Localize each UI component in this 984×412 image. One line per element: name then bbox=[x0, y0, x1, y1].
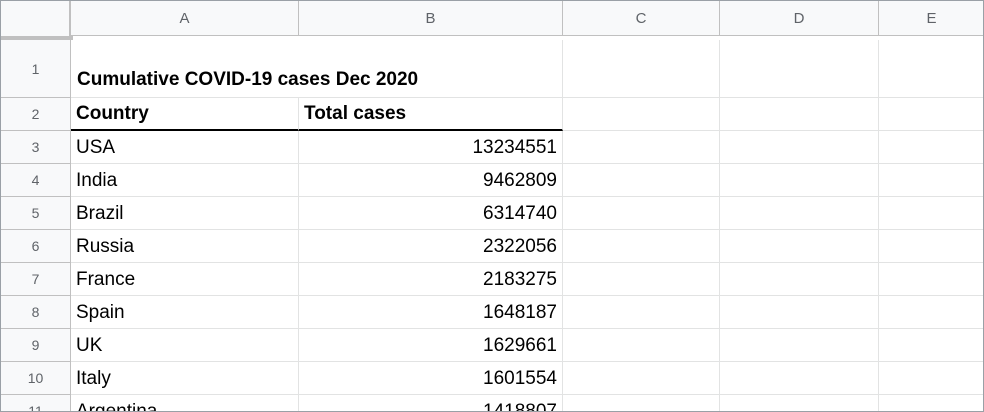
row-header-6[interactable]: 6 bbox=[1, 230, 71, 263]
empty-cell[interactable] bbox=[879, 164, 983, 197]
empty-cell[interactable] bbox=[563, 395, 720, 411]
empty-cell[interactable] bbox=[563, 131, 720, 164]
row-header-4[interactable]: 4 bbox=[1, 164, 71, 197]
select-all-corner[interactable] bbox=[1, 1, 73, 40]
cell-b2[interactable]: Total cases bbox=[299, 98, 563, 131]
table-row-country[interactable]: Russia bbox=[71, 230, 299, 263]
empty-cell[interactable] bbox=[720, 197, 879, 230]
empty-cell[interactable] bbox=[879, 263, 983, 296]
empty-cell[interactable] bbox=[879, 329, 983, 362]
column-header-d[interactable]: D bbox=[720, 1, 879, 36]
cell-d1[interactable] bbox=[720, 40, 879, 98]
empty-cell[interactable] bbox=[879, 197, 983, 230]
empty-cell[interactable] bbox=[720, 296, 879, 329]
table-row-country[interactable]: Argentina bbox=[71, 395, 299, 411]
table-row-country[interactable]: UK bbox=[71, 329, 299, 362]
table-row-total[interactable]: 1418807 bbox=[299, 395, 563, 411]
table-row-total[interactable]: 1601554 bbox=[299, 362, 563, 395]
empty-cell[interactable] bbox=[563, 263, 720, 296]
table-row-total[interactable]: 6314740 bbox=[299, 197, 563, 230]
sheet-title: Cumulative COVID-19 cases Dec 2020 bbox=[77, 69, 419, 90]
row-header-9[interactable]: 9 bbox=[1, 329, 71, 362]
cell-d2[interactable] bbox=[720, 98, 879, 131]
table-row-country[interactable]: Spain bbox=[71, 296, 299, 329]
empty-cell[interactable] bbox=[563, 296, 720, 329]
empty-cell[interactable] bbox=[720, 164, 879, 197]
row-header-10[interactable]: 10 bbox=[1, 362, 71, 395]
empty-cell[interactable] bbox=[720, 263, 879, 296]
empty-cell[interactable] bbox=[879, 296, 983, 329]
table-row-total[interactable]: 2322056 bbox=[299, 230, 563, 263]
cell-c1[interactable] bbox=[563, 40, 720, 98]
empty-cell[interactable] bbox=[879, 362, 983, 395]
table-row-total[interactable]: 1648187 bbox=[299, 296, 563, 329]
row-header-5[interactable]: 5 bbox=[1, 197, 71, 230]
table-row-country[interactable]: Italy bbox=[71, 362, 299, 395]
table-row-country[interactable]: France bbox=[71, 263, 299, 296]
empty-cell[interactable] bbox=[720, 362, 879, 395]
empty-cell[interactable] bbox=[563, 164, 720, 197]
row-header-3[interactable]: 3 bbox=[1, 131, 71, 164]
row-header-11[interactable]: 11 bbox=[1, 395, 71, 411]
cell-a1[interactable] bbox=[71, 40, 563, 98]
column-header-c[interactable]: C bbox=[563, 1, 720, 36]
row-header-2[interactable]: 2 bbox=[1, 98, 71, 131]
cell-e1[interactable] bbox=[879, 40, 983, 98]
table-row-total[interactable]: 1629661 bbox=[299, 329, 563, 362]
empty-cell[interactable] bbox=[879, 131, 983, 164]
empty-cell[interactable] bbox=[720, 329, 879, 362]
column-header-e[interactable]: E bbox=[879, 1, 983, 36]
table-row-total[interactable]: 13234551 bbox=[299, 131, 563, 164]
empty-cell[interactable] bbox=[563, 197, 720, 230]
table-row-country[interactable]: India bbox=[71, 164, 299, 197]
empty-cell[interactable] bbox=[563, 329, 720, 362]
table-row-total[interactable]: 2183275 bbox=[299, 263, 563, 296]
table-row-country[interactable]: USA bbox=[71, 131, 299, 164]
row-header-8[interactable]: 8 bbox=[1, 296, 71, 329]
empty-cell[interactable] bbox=[720, 131, 879, 164]
empty-cell[interactable] bbox=[879, 230, 983, 263]
empty-cell[interactable] bbox=[720, 230, 879, 263]
table-row-total[interactable]: 9462809 bbox=[299, 164, 563, 197]
row-header-7[interactable]: 7 bbox=[1, 263, 71, 296]
table-row-country[interactable]: Brazil bbox=[71, 197, 299, 230]
column-header-a[interactable]: A bbox=[71, 1, 299, 36]
empty-cell[interactable] bbox=[879, 395, 983, 411]
cell-a2[interactable]: Country bbox=[71, 98, 299, 131]
empty-cell[interactable] bbox=[720, 395, 879, 411]
empty-cell[interactable] bbox=[563, 362, 720, 395]
cell-e2[interactable] bbox=[879, 98, 983, 131]
column-header-b[interactable]: B bbox=[299, 1, 563, 36]
empty-cell[interactable] bbox=[563, 230, 720, 263]
cell-c2[interactable] bbox=[563, 98, 720, 131]
row-header-1[interactable]: 1 bbox=[1, 40, 71, 98]
